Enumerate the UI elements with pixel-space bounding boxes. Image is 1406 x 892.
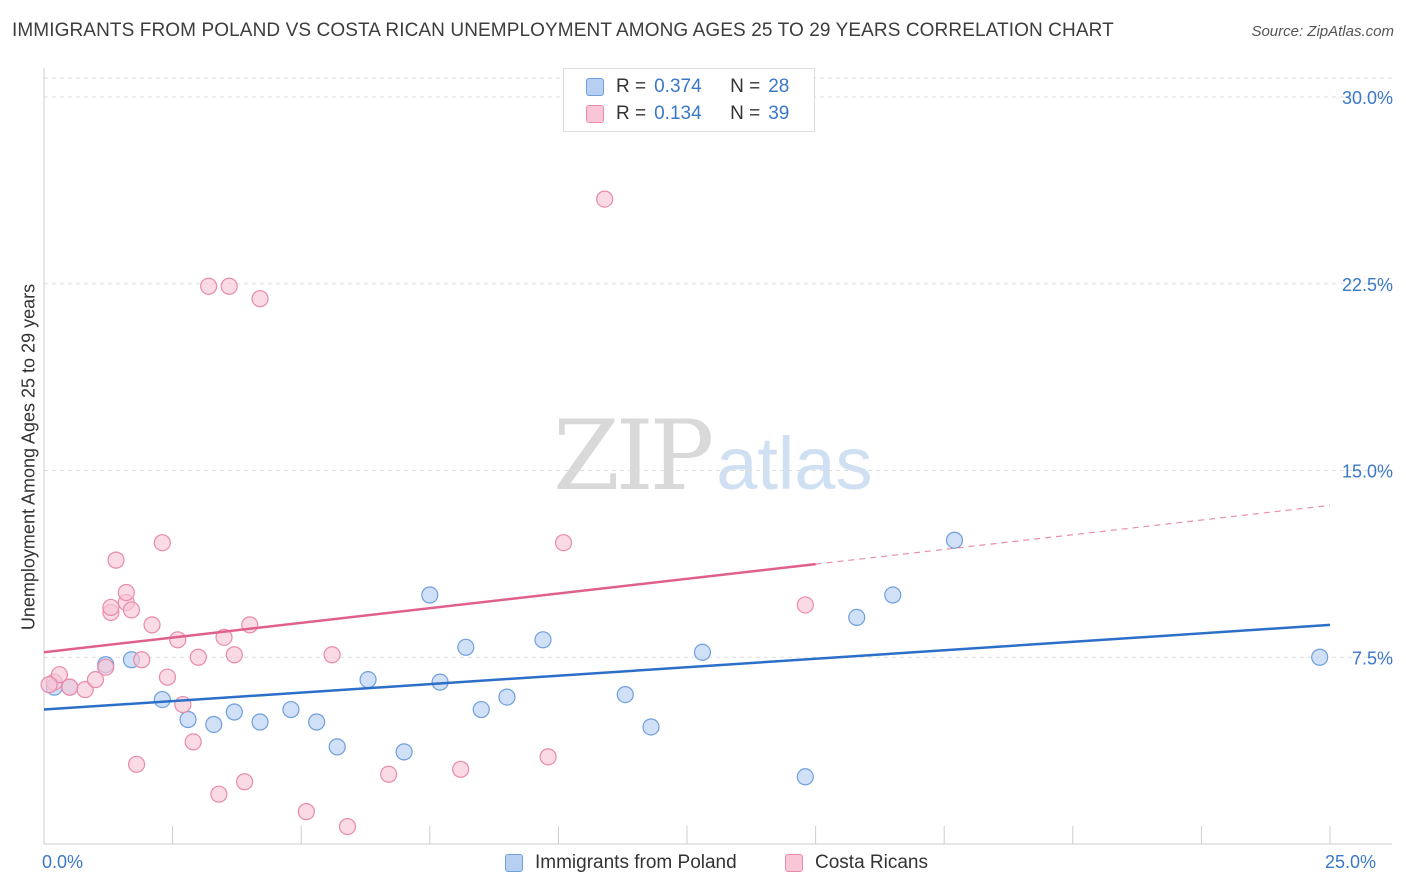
costa-rica-point	[297, 803, 315, 821]
costa-rica-point	[76, 681, 94, 699]
poland-legend-swatch-icon	[505, 854, 523, 872]
costa-rica-swatch-icon	[586, 105, 604, 123]
costa-rica-point	[225, 646, 243, 664]
legend-label-poland: Immigrants from Poland	[535, 852, 737, 873]
chart-title: IMMIGRANTS FROM POLAND VS COSTA RICAN UN…	[12, 20, 1114, 41]
poland-swatch-icon	[586, 78, 604, 96]
poland-point	[395, 743, 413, 761]
poland-point	[1311, 648, 1329, 666]
y-tick-label: 15.0%	[1342, 462, 1393, 482]
costa-rica-point	[539, 748, 557, 766]
costa-rica-legend-swatch-icon	[785, 854, 803, 872]
poland-point	[848, 608, 866, 627]
costa-rica-point	[40, 676, 58, 694]
costa-rica-point	[796, 596, 814, 614]
r-value: 0.134	[654, 103, 702, 124]
costa-rica-trend-line-dashed	[815, 504, 1331, 565]
poland-point	[421, 586, 439, 604]
poland-point	[457, 638, 475, 656]
y-axis-label: Unemployment Among Ages 25 to 29 years	[18, 283, 39, 631]
poland-point	[616, 685, 634, 704]
poland-point	[179, 710, 197, 729]
poland-point	[205, 715, 223, 734]
costa-rica-point	[86, 671, 105, 689]
poland-point	[693, 643, 712, 661]
r-label: R =	[616, 103, 647, 124]
costa-rica-trend-line	[43, 562, 816, 654]
costa-rica-point	[189, 648, 207, 666]
n-value: 39	[768, 103, 790, 124]
costa-rica-point	[251, 290, 269, 308]
y-tick-label: 30.0%	[1342, 88, 1393, 108]
y-tick-label: 22.5%	[1342, 275, 1393, 295]
costa-rica-point	[169, 631, 187, 649]
costa-rica-point	[338, 817, 357, 836]
n-label: N =	[730, 103, 761, 124]
x-tick-label-min: 0.0%	[42, 852, 84, 872]
costa-rica-point	[210, 785, 228, 803]
poland-point	[884, 586, 902, 604]
costa-rica-point	[380, 765, 398, 783]
costa-rica-point	[554, 534, 573, 552]
n-value: 28	[768, 76, 790, 97]
stats-legend-row-poland: R = 0.374 N = 28	[586, 75, 789, 99]
poland-point	[328, 738, 346, 756]
costa-rica-point	[596, 190, 614, 208]
costa-rica-point	[236, 773, 254, 791]
y-tick-label: 7.5%	[1352, 648, 1393, 668]
poland-point	[225, 703, 243, 721]
poland-point	[359, 671, 377, 689]
costa-rica-point	[323, 646, 341, 664]
legend-item-poland: Immigrants from Poland	[505, 852, 737, 874]
source-label: Source: ZipAtlas.com	[1251, 23, 1394, 40]
costa-rica-point	[107, 551, 125, 569]
costa-rica-point	[102, 598, 120, 617]
poland-point	[534, 631, 552, 649]
poland-trend-line	[43, 623, 1331, 711]
costa-rica-point	[117, 583, 135, 602]
costa-rica-point	[200, 277, 218, 295]
x-tick-label-max: 25.0%	[1325, 852, 1377, 872]
costa-rica-point	[133, 651, 151, 669]
costa-rica-point	[158, 668, 177, 686]
costa-rica-point	[97, 658, 115, 676]
poland-point	[251, 713, 269, 731]
poland-point	[282, 700, 300, 719]
r-value: 0.374	[654, 76, 702, 97]
stats-legend-row-costa-rica: R = 0.134 N = 39	[586, 102, 789, 126]
legend-label-costa-rica: Costa Ricans	[815, 852, 928, 873]
stats-legend: R = 0.374 N = 28 R = 0.134 N = 39	[563, 68, 815, 132]
costa-rica-point	[61, 678, 79, 696]
poland-point	[472, 700, 490, 719]
poland-point	[796, 768, 814, 786]
costa-rica-point	[220, 277, 238, 295]
poland-point	[642, 718, 660, 736]
legend-item-costa-rica: Costa Ricans	[785, 852, 928, 874]
n-label: N =	[730, 76, 761, 97]
costa-rica-point	[50, 666, 69, 684]
poland-point	[945, 531, 964, 549]
costa-rica-point	[143, 616, 161, 634]
costa-rica-point	[153, 534, 171, 552]
costa-rica-point	[452, 760, 470, 778]
costa-rica-point	[184, 733, 202, 751]
poland-point	[498, 688, 516, 706]
costa-rica-point	[127, 755, 146, 773]
r-label: R =	[616, 76, 647, 97]
costa-rica-point	[122, 601, 141, 619]
poland-point	[308, 713, 326, 731]
poland-point	[153, 690, 171, 709]
